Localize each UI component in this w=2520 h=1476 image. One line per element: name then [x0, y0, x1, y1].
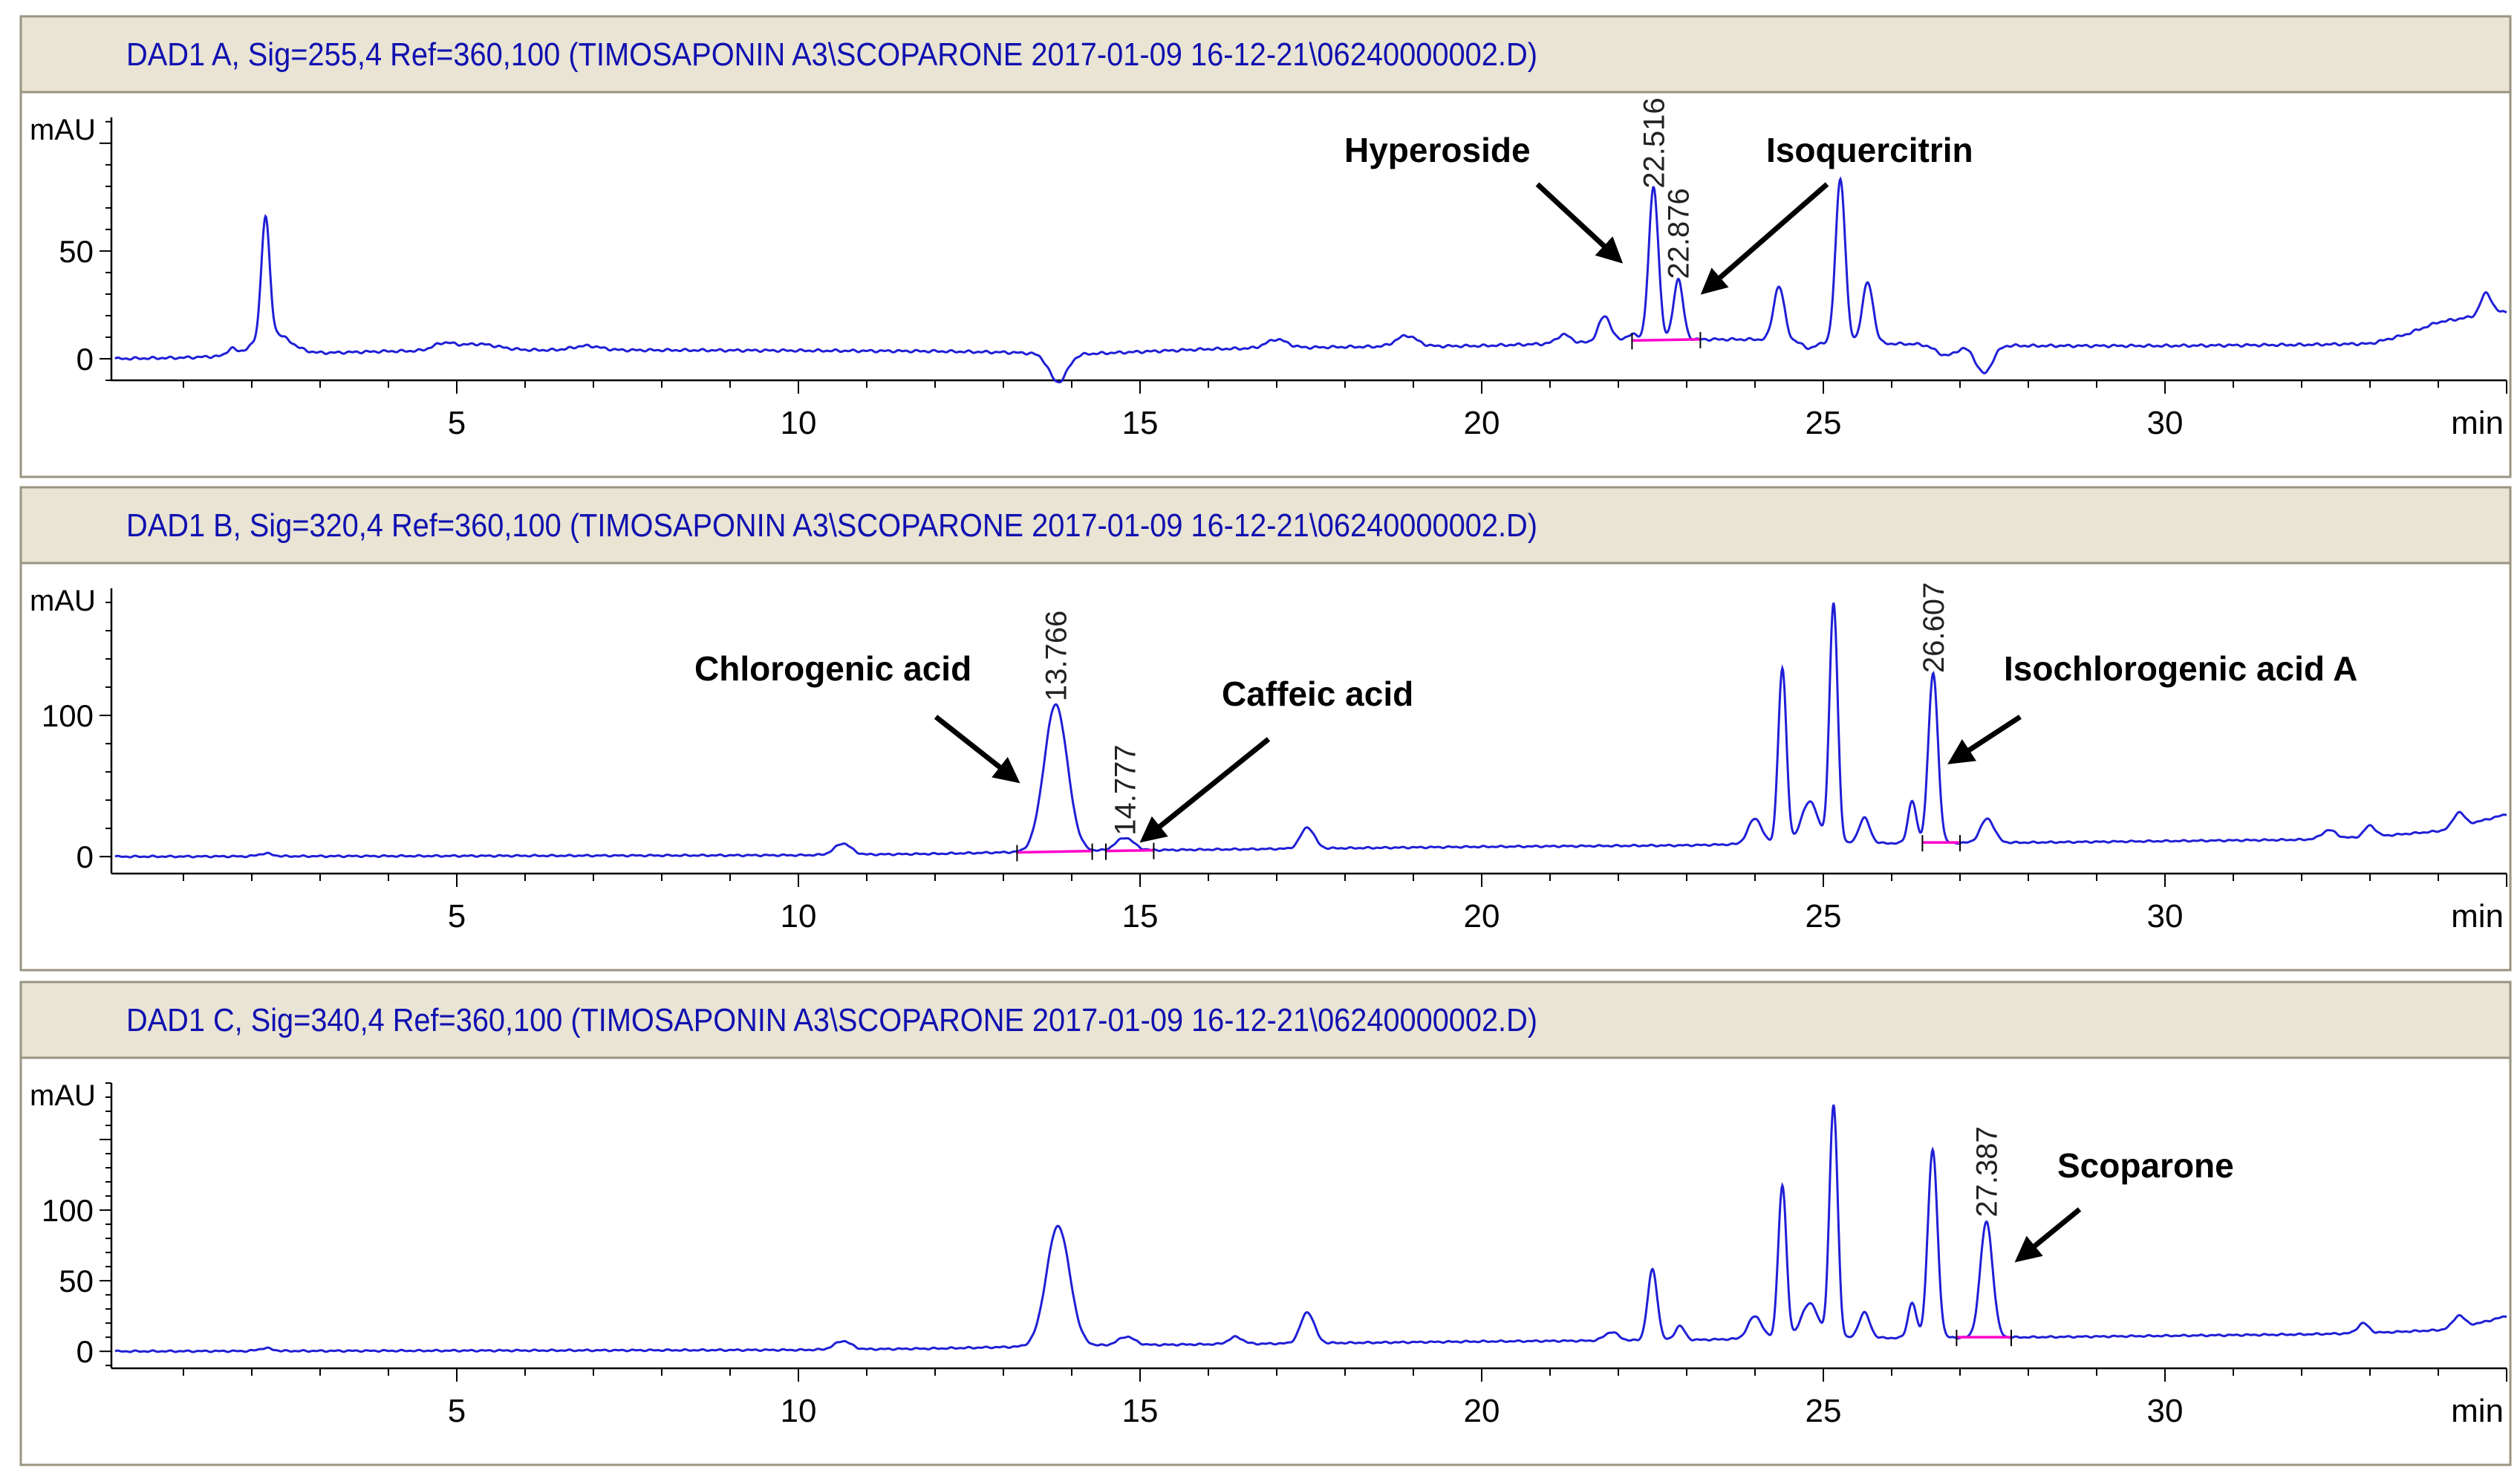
- x-tick-label: 5: [448, 405, 466, 441]
- y-tick-label: 50: [59, 1264, 94, 1298]
- x-tick-label: 20: [1464, 1393, 1500, 1429]
- annotation-arrow: [934, 715, 1020, 784]
- x-tick-label: 5: [448, 1393, 466, 1429]
- x-tick-label: 5: [448, 898, 466, 934]
- peak-retention-label: 22.876: [1663, 188, 1696, 279]
- annotation-arrow: [1947, 715, 2022, 764]
- y-axis-label: mAU: [30, 1079, 96, 1112]
- x-tick-label: 30: [2147, 1393, 2184, 1429]
- compound-annotation: Isoquercitrin: [1766, 131, 1973, 169]
- panel-title: DAD1 C, Sig=340,4 Ref=360,100 (TIMOSAPON…: [126, 1002, 1537, 1038]
- y-tick-label: 0: [76, 839, 94, 874]
- y-tick-label: 0: [76, 342, 94, 377]
- y-tick-label: 50: [59, 234, 94, 269]
- y-tick-label: 100: [42, 1193, 94, 1228]
- x-tick-label: 30: [2147, 898, 2184, 934]
- x-tick-label: 20: [1464, 405, 1500, 441]
- integration-baseline: [1632, 338, 1701, 342]
- panel-header: [19, 15, 2512, 94]
- x-tick-label: 25: [1806, 405, 1842, 441]
- signal-trace: [114, 176, 2507, 384]
- peak-retention-label: 22.516: [1638, 97, 1670, 188]
- panel-header: [19, 981, 2512, 1059]
- x-tick-label: 30: [2147, 405, 2184, 441]
- peak-retention-label: 14.777: [1109, 744, 1142, 835]
- plot-frame: [19, 91, 2512, 478]
- x-axis-label: min: [2451, 1393, 2504, 1429]
- x-axis-label: min: [2451, 405, 2504, 441]
- chromatogram-panel: DAD1 C, Sig=340,4 Ref=360,100 (TIMOSAPON…: [19, 981, 2512, 1466]
- y-axis-label: mAU: [30, 585, 96, 617]
- panel-title: DAD1 B, Sig=320,4 Ref=360,100 (TIMOSAPON…: [126, 507, 1537, 544]
- peak-retention-label: 27.387: [1971, 1126, 2004, 1217]
- x-tick-label: 25: [1806, 1393, 1842, 1429]
- compound-annotation: Hyperoside: [1344, 131, 1531, 169]
- signal-trace: [114, 1104, 2507, 1353]
- signal-trace: [114, 602, 2507, 859]
- x-tick-label: 15: [1122, 1393, 1159, 1429]
- compound-annotation: Caffeic acid: [1222, 674, 1413, 713]
- integration-baseline: [1017, 849, 1093, 854]
- compound-annotation: Isochlorogenic acid A: [2004, 649, 2357, 688]
- x-tick-label: 10: [781, 898, 817, 934]
- compound-annotation: Scoparone: [2057, 1146, 2234, 1185]
- chromatogram-panel: DAD1 A, Sig=255,4 Ref=360,100 (TIMOSAPON…: [19, 15, 2512, 478]
- annotation-arrow: [2014, 1207, 2082, 1263]
- x-tick-label: 15: [1122, 405, 1159, 441]
- panel-header: [19, 486, 2512, 565]
- y-tick-label: 100: [42, 698, 94, 733]
- x-tick-label: 10: [781, 1393, 817, 1429]
- x-tick-label: 15: [1122, 898, 1159, 934]
- y-tick-label: 0: [76, 1334, 94, 1369]
- panel-title: DAD1 A, Sig=255,4 Ref=360,100 (TIMOSAPON…: [126, 36, 1537, 73]
- peak-retention-label: 26.607: [1918, 582, 1950, 673]
- annotation-arrow: [1139, 737, 1271, 843]
- peak-retention-label: 13.766: [1040, 611, 1072, 701]
- x-tick-label: 25: [1806, 898, 1842, 934]
- plot-frame: [19, 1056, 2512, 1466]
- y-axis-label: mAU: [30, 114, 96, 146]
- chromatogram-panel: DAD1 B, Sig=320,4 Ref=360,100 (TIMOSAPON…: [19, 486, 2512, 972]
- annotation-arrow: [1700, 182, 1829, 295]
- x-tick-label: 20: [1464, 898, 1500, 934]
- x-tick-label: 10: [781, 405, 817, 441]
- annotation-arrow: [1535, 182, 1624, 264]
- compound-annotation: Chlorogenic acid: [694, 649, 971, 688]
- plot-frame: [19, 562, 2512, 972]
- x-axis-label: min: [2451, 898, 2504, 934]
